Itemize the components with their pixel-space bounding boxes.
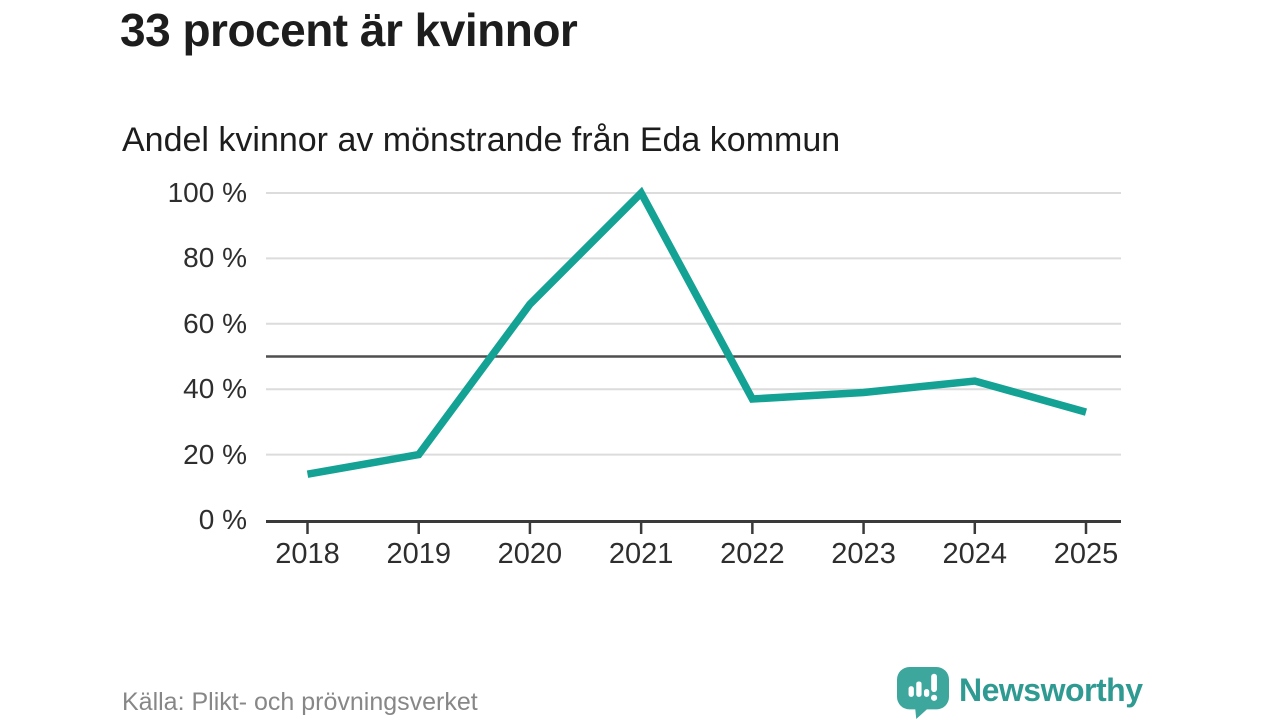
chart-title: 33 procent är kvinnor [120, 4, 578, 56]
newsworthy-logo-icon [897, 667, 949, 719]
data-line-series [306, 186, 1088, 478]
chart-subtitle: Andel kvinnor av mönstrande från Eda kom… [122, 121, 841, 159]
newsworthy-logo: Newsworthy [897, 666, 1143, 720]
source-note: Källa: Plikt- och prövningsverket [122, 688, 478, 716]
newsworthy-logo-text: Newsworthy [959, 672, 1143, 708]
